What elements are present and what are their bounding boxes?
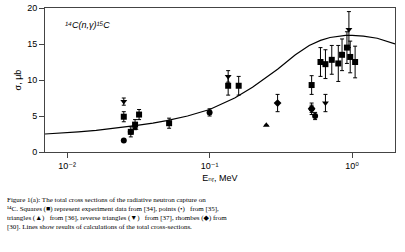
svg-text:Eₙᵣ, MeV: Eₙᵣ, MeV — [202, 173, 237, 183]
svg-text:10⁻²: 10⁻² — [58, 161, 76, 171]
svg-text:0: 0 — [32, 147, 37, 157]
svg-text:15: 15 — [27, 39, 37, 49]
svg-text:σ, μb: σ, μb — [13, 70, 23, 91]
svg-text:10⁰: 10⁰ — [345, 161, 359, 171]
svg-text:Figure 1(a): The total cross s: Figure 1(a): The total cross sections of… — [7, 196, 227, 231]
svg-text:10: 10 — [27, 75, 37, 85]
svg-text:5: 5 — [32, 111, 37, 121]
svg-text:¹⁴C(n,γ)¹⁵C: ¹⁴C(n,γ)¹⁵C — [65, 20, 110, 30]
svg-text:10⁻¹: 10⁻¹ — [201, 161, 219, 171]
svg-text:20: 20 — [27, 3, 37, 13]
